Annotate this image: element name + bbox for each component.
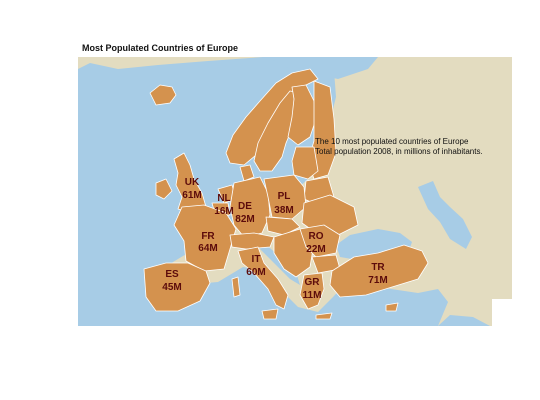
label-pl-pop: 38M <box>274 205 293 216</box>
label-es-code: ES <box>165 269 179 280</box>
label-de-pop: 82M <box>235 214 254 225</box>
blank-corner <box>492 299 512 326</box>
poland <box>263 174 307 220</box>
label-fr-pop: 64M <box>198 243 217 254</box>
adriatic-sea <box>258 243 300 285</box>
sardinia <box>231 276 241 298</box>
mediterranean-sea <box>148 267 448 326</box>
germany <box>229 176 271 238</box>
czech-slovakia <box>265 216 301 236</box>
label-ro-pop: 22M <box>306 244 325 255</box>
label-it-code: IT <box>252 254 261 265</box>
label-es-pop: 45M <box>162 282 181 293</box>
label-pl-code: PL <box>278 191 291 202</box>
crete <box>315 312 333 320</box>
label-uk-code: UK <box>185 177 200 188</box>
label-tr-code: TR <box>371 262 385 273</box>
greece <box>299 272 325 310</box>
red-sea-corner <box>438 315 490 326</box>
label-gr-pop: 11M <box>303 290 322 301</box>
annotation-line-1: The 10 most populated countries of Europ… <box>315 137 469 146</box>
caspian-sea <box>418 181 472 249</box>
label-uk-pop: 61M <box>182 190 201 201</box>
france <box>173 204 237 272</box>
sicily <box>261 308 279 320</box>
label-nl-pop: 16M <box>214 206 233 217</box>
spain-portugal <box>143 262 211 312</box>
barents-sea <box>268 57 378 79</box>
europe-map: The 10 most populated countries of Europ… <box>78 57 512 326</box>
label-ro-code: RO <box>309 231 324 242</box>
label-tr-pop: 71M <box>368 275 387 286</box>
map-frame: The 10 most populated countries of Europ… <box>78 57 512 326</box>
iceland <box>149 84 177 106</box>
map-title: Most Populated Countries of Europe <box>82 43 239 53</box>
ireland <box>155 178 173 200</box>
cyprus <box>385 302 399 312</box>
country-shapes <box>143 68 429 320</box>
label-it-pop: 60M <box>246 267 265 278</box>
label-nl-code: NL <box>217 193 230 204</box>
finland <box>287 84 317 146</box>
switzerland-austria <box>229 232 275 250</box>
annotation-line-2: Total population 2008, in millions of in… <box>315 147 483 156</box>
ukraine <box>301 194 359 236</box>
label-gr-code: GR <box>305 277 321 288</box>
label-fr-code: FR <box>201 231 215 242</box>
estonia-latvia-lithuania <box>291 146 319 180</box>
italy <box>237 246 289 310</box>
denmark <box>239 164 255 182</box>
label-de-code: DE <box>238 201 252 212</box>
country-labels: UK 61M NL 16M DE 82M PL 38M FR 64M RO 22… <box>162 177 387 301</box>
turkey <box>329 244 429 298</box>
romania <box>299 224 341 258</box>
